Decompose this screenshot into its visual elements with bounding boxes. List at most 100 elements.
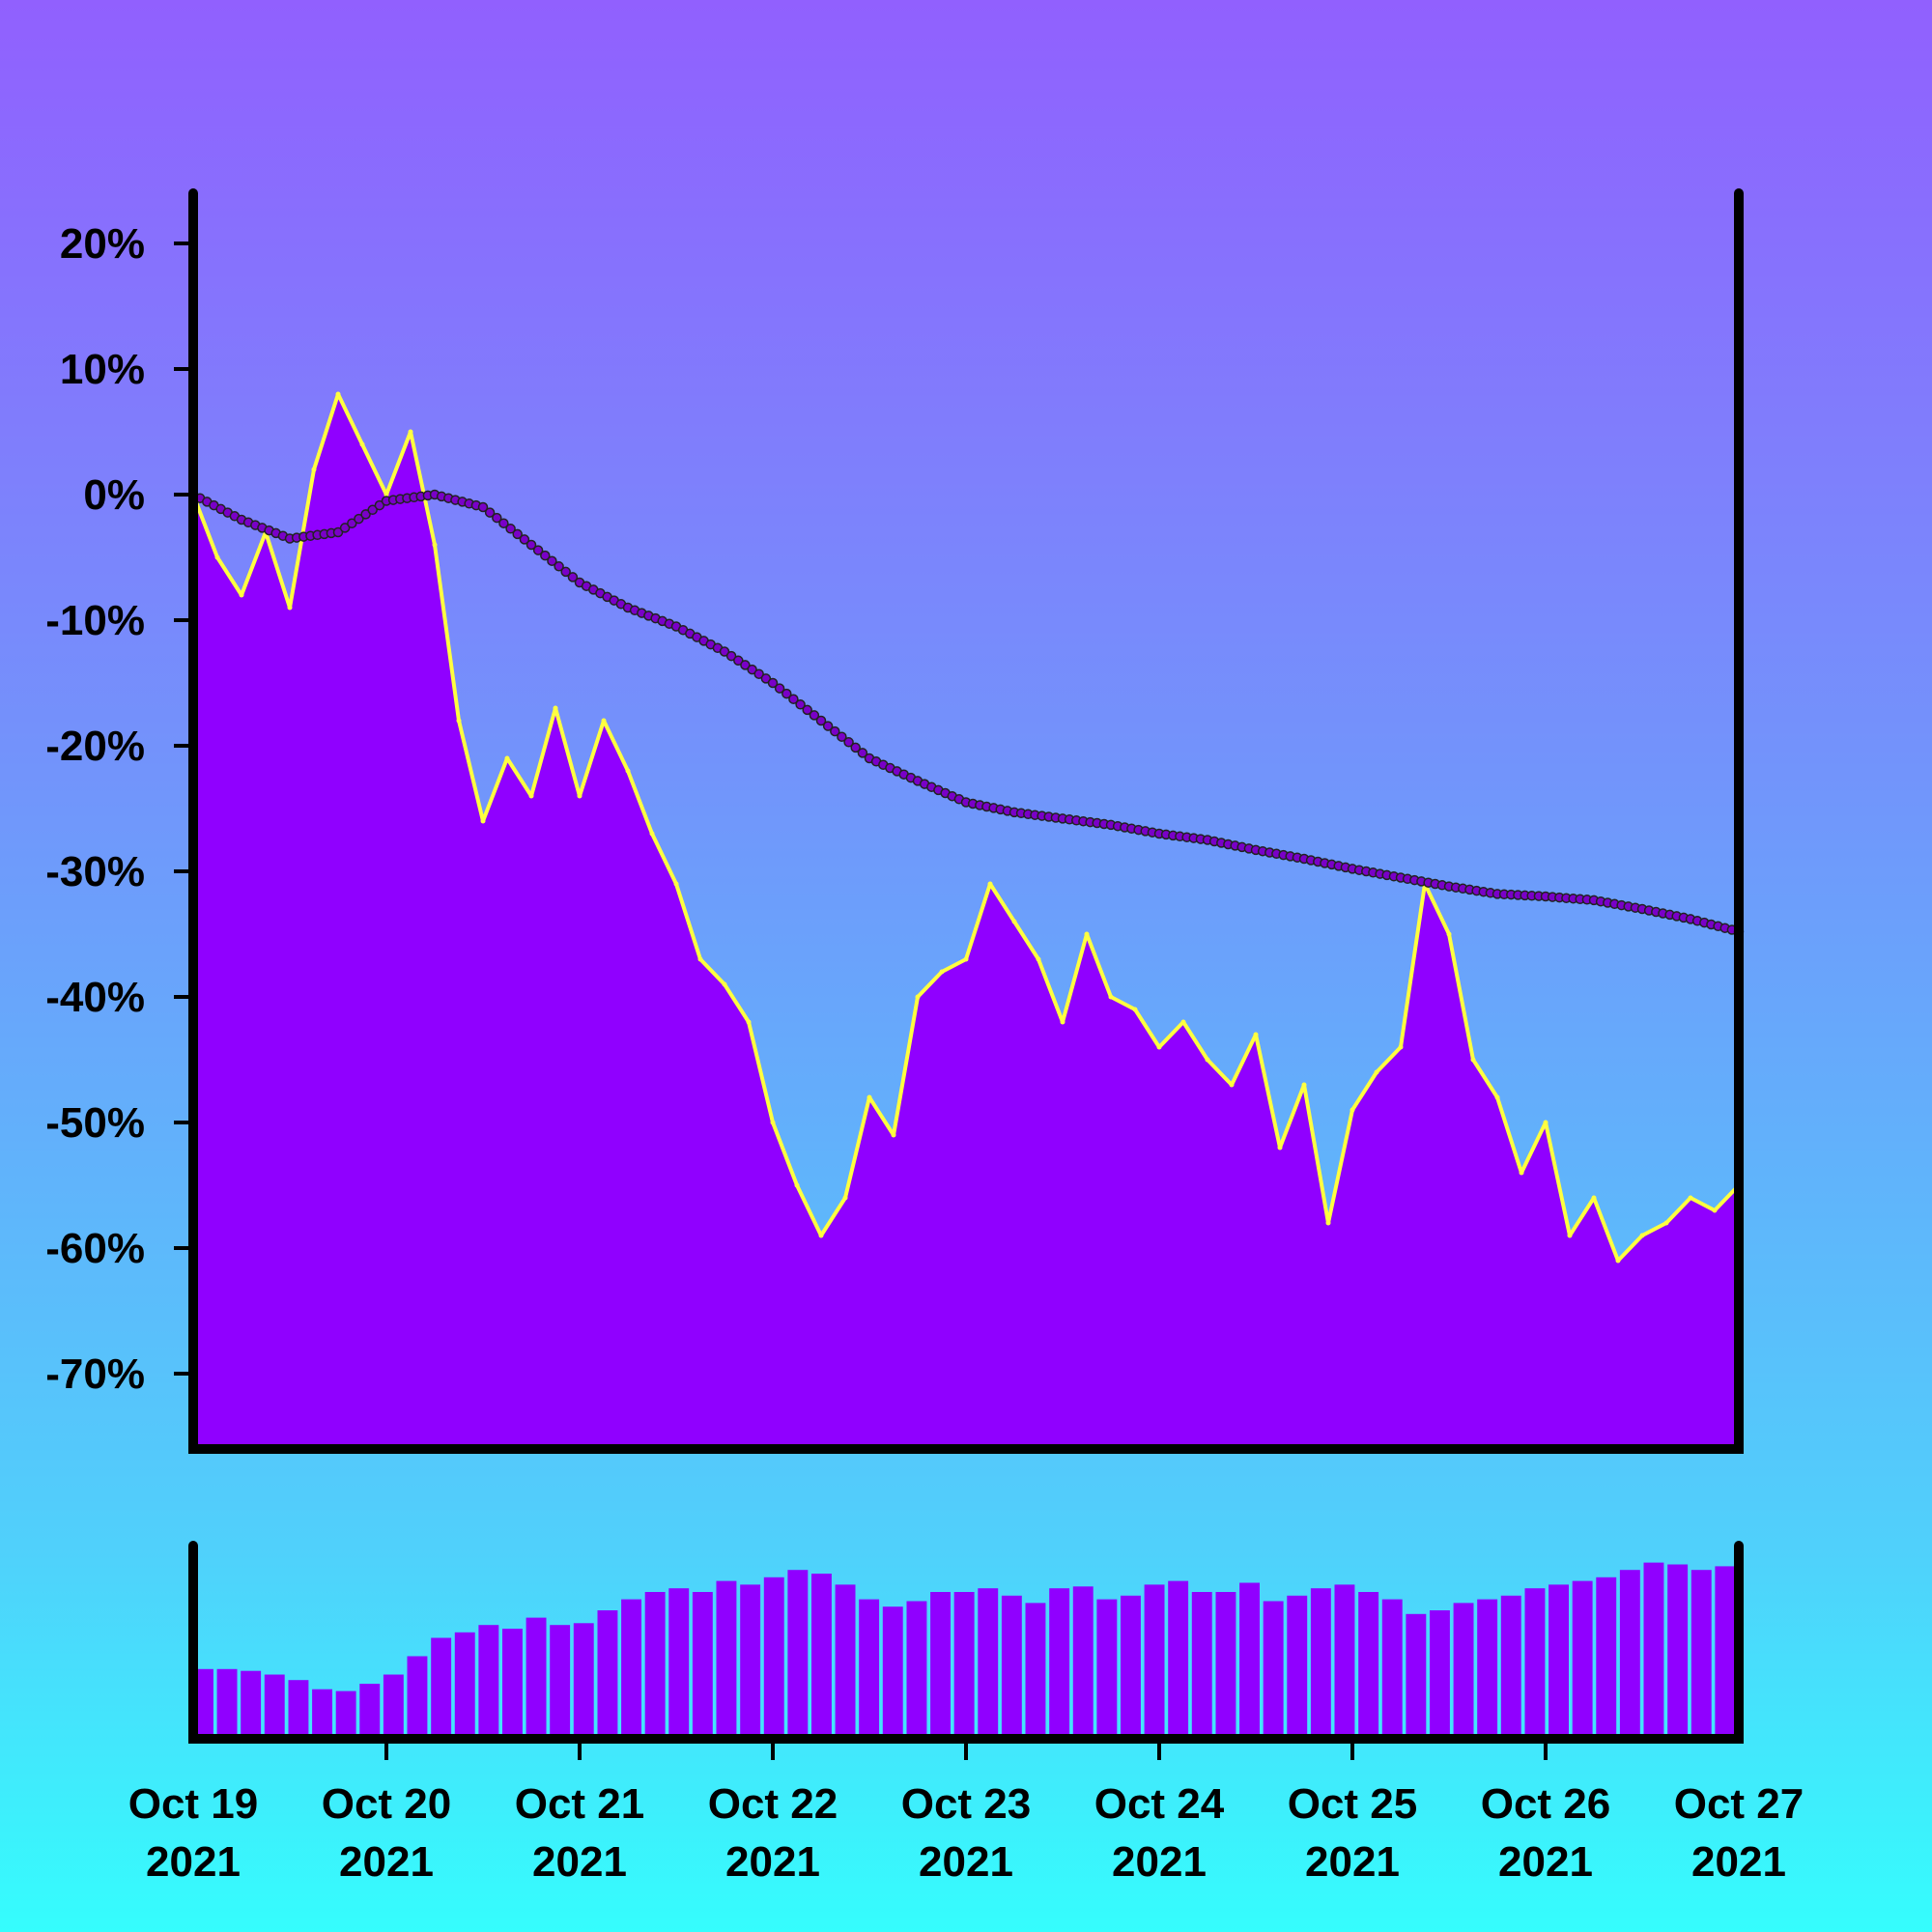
data-point — [287, 605, 293, 611]
data-point — [649, 831, 655, 837]
volume-bar — [335, 1690, 356, 1739]
average-dot — [360, 509, 371, 520]
volume-bar — [668, 1588, 690, 1739]
volume-bar — [573, 1623, 594, 1739]
data-point — [891, 1132, 896, 1138]
x-tick-label-date: Oct 23 — [901, 1780, 1032, 1828]
average-dot — [830, 725, 840, 737]
average-dot — [802, 704, 812, 716]
x-tick-label-date: Oct 27 — [1674, 1780, 1804, 1828]
x-tick-label-year: 2021 — [725, 1838, 820, 1886]
data-point — [384, 492, 389, 497]
data-point — [480, 818, 486, 824]
data-point — [239, 592, 244, 598]
data-point — [432, 542, 438, 548]
volume-bar — [1072, 1586, 1094, 1739]
average-dot — [809, 710, 820, 721]
data-point — [1494, 1094, 1500, 1100]
data-point — [673, 881, 679, 887]
average-dot — [354, 513, 364, 525]
volume-bar — [1524, 1588, 1546, 1739]
y-tick-label: -10% — [45, 597, 145, 644]
volume-bar — [407, 1656, 428, 1739]
volume-bar — [621, 1599, 641, 1739]
average-dot — [837, 731, 847, 742]
data-point — [577, 793, 582, 799]
average-dot — [788, 694, 799, 704]
data-point — [963, 956, 969, 962]
data-point — [1325, 1220, 1331, 1226]
volume-bar — [478, 1625, 499, 1739]
volume-bar — [1025, 1603, 1046, 1739]
volume-bar — [1310, 1588, 1331, 1739]
main-plot-area — [187, 391, 1745, 1449]
data-point — [1470, 1057, 1476, 1063]
data-point — [1229, 1082, 1235, 1088]
y-tick-label: 20% — [60, 220, 145, 268]
y-tick-label: 0% — [83, 471, 145, 519]
average-dot — [843, 737, 854, 748]
volume-bar — [1381, 1599, 1403, 1739]
data-point — [1060, 1019, 1065, 1025]
volume-plot-area — [193, 1562, 1736, 1739]
data-point — [1688, 1195, 1693, 1201]
y-tick-label: -20% — [45, 723, 145, 770]
volume-bar — [644, 1592, 666, 1739]
volume-bar — [597, 1610, 618, 1739]
data-point — [1591, 1195, 1597, 1201]
y-tick-labels: 20% 10% 0% -10% -20% -30% -40% -50% -60% -70% — [45, 220, 145, 1398]
data-point — [1108, 994, 1114, 1000]
data-point — [359, 441, 365, 447]
volume-bar — [1239, 1582, 1260, 1739]
average-dot — [774, 683, 785, 694]
volume-bar — [1643, 1562, 1664, 1739]
data-point — [1036, 956, 1041, 962]
data-point — [1615, 1258, 1621, 1264]
average-dot — [374, 499, 385, 511]
data-point — [1567, 1233, 1573, 1238]
data-point — [1374, 1069, 1379, 1075]
average-dot — [540, 550, 551, 561]
data-point — [528, 793, 534, 799]
volume-bar — [692, 1592, 713, 1739]
average-dot — [484, 507, 496, 518]
data-point — [1180, 1019, 1186, 1025]
data-point — [1639, 1233, 1645, 1238]
average-dot — [492, 512, 502, 524]
volume-bar — [1096, 1599, 1118, 1739]
data-point — [842, 1195, 848, 1201]
axes — [174, 188, 1744, 1760]
volume-bar — [1121, 1595, 1141, 1739]
average-dot — [339, 523, 351, 533]
volume-bar — [1690, 1570, 1712, 1739]
average-dot — [747, 664, 757, 675]
volume-bar — [264, 1674, 285, 1739]
data-point — [1350, 1107, 1355, 1113]
y-tick-label: 10% — [60, 346, 145, 393]
average-dot — [567, 572, 579, 582]
x-tick-label-date: Oct 25 — [1288, 1780, 1418, 1828]
volume-bar — [811, 1574, 832, 1739]
x-tick-label-date: Oct 22 — [708, 1780, 838, 1828]
data-point — [1205, 1057, 1210, 1063]
data-point — [1084, 931, 1090, 937]
average-dot — [347, 518, 357, 528]
volume-bar — [383, 1674, 404, 1739]
x-tick-label-year: 2021 — [532, 1838, 627, 1886]
volume-bar — [1263, 1601, 1284, 1739]
x-tick-label-year: 2021 — [1498, 1838, 1593, 1886]
x-tick-label-year: 2021 — [1305, 1838, 1400, 1886]
data-point — [746, 1019, 752, 1025]
x-tick-label-year: 2021 — [146, 1838, 241, 1886]
data-point — [867, 1094, 872, 1100]
average-dot — [505, 524, 516, 534]
data-point — [1712, 1208, 1718, 1213]
data-point — [1011, 919, 1017, 924]
data-point — [1301, 1082, 1307, 1088]
data-point — [456, 718, 462, 724]
average-dot — [815, 715, 827, 726]
volume-bar — [1548, 1584, 1569, 1739]
volume-bar — [1477, 1599, 1498, 1739]
volume-bar — [882, 1606, 903, 1739]
volume-bar — [216, 1668, 238, 1739]
